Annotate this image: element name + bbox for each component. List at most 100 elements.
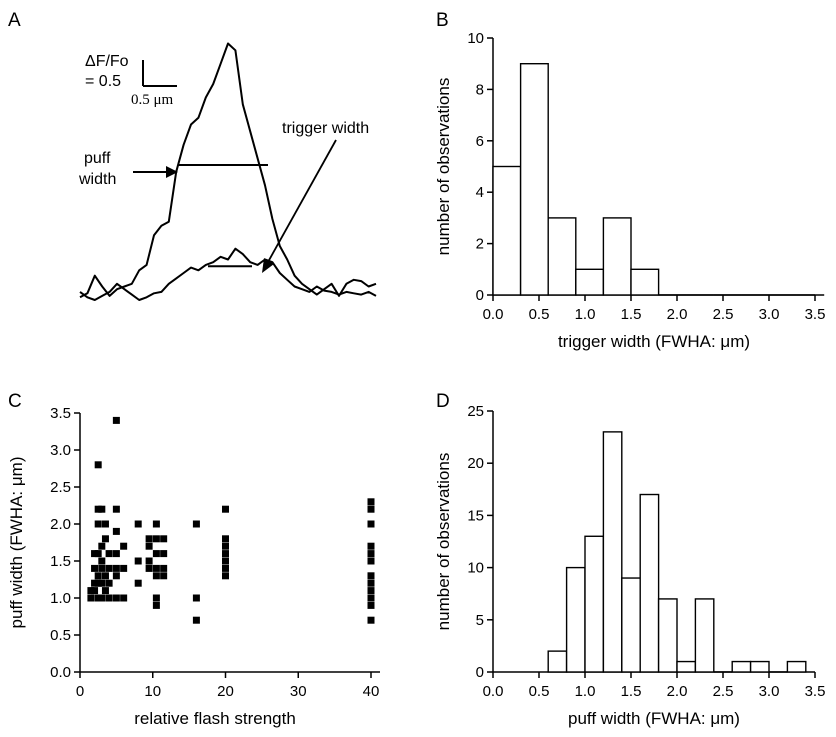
scatter-point [145, 535, 153, 543]
histogram-bar [575, 268, 605, 296]
scatter-point [134, 520, 142, 528]
x-tick-label: 0.5 [529, 306, 550, 323]
scatter-point [160, 564, 168, 572]
histogram-bar [657, 598, 678, 673]
x-tick-label: 2.0 [667, 683, 688, 700]
y-axis-label: number of observations [434, 78, 453, 256]
scatter-point [160, 550, 168, 558]
scatter-point [98, 557, 106, 565]
scatter-point [94, 594, 102, 602]
scatter-point [112, 594, 120, 602]
scatter-point [120, 594, 128, 602]
puff-label-line1: puff [84, 150, 111, 167]
y-tick-label: 4 [476, 184, 484, 201]
scatter-point [152, 594, 160, 602]
scatter-point [105, 594, 113, 602]
x-tick-label: 2.5 [713, 683, 734, 700]
trigger-label: trigger width [282, 120, 369, 137]
scatter-point [98, 564, 106, 572]
scatter-point [367, 601, 375, 609]
panel-label-a: A [8, 10, 21, 31]
scatter-point [98, 505, 106, 513]
scatter-point [367, 505, 375, 513]
histogram-bar [547, 650, 568, 673]
scatter-point [367, 616, 375, 624]
scatter-point [112, 505, 120, 513]
y-tick-label: 10 [467, 560, 484, 577]
y-tick-label: 1.0 [50, 590, 71, 607]
histogram-bar [602, 431, 623, 673]
y-tick-label: 2.0 [50, 516, 71, 533]
scatter-point [87, 587, 95, 595]
scatter-point [94, 520, 102, 528]
scatter-point [367, 542, 375, 550]
x-tick-label: 0.5 [529, 683, 550, 700]
x-tick-label: 3.5 [805, 306, 826, 323]
scatter-point [367, 572, 375, 580]
histogram-bar [492, 165, 522, 296]
x-tick-label: 30 [290, 683, 307, 700]
scatter-point [91, 579, 99, 587]
scatter-point [91, 550, 99, 558]
y-axis-label: number of observations [434, 453, 453, 631]
histogram-bar [786, 660, 807, 673]
scatter-point [367, 587, 375, 595]
scatter-point [94, 461, 102, 469]
scatter-point [101, 520, 109, 528]
x-tick-label: 0.0 [483, 683, 504, 700]
scatter-point [152, 550, 160, 558]
x-tick-label: 3.0 [759, 306, 780, 323]
scatter-point [160, 572, 168, 580]
scatter-point [134, 579, 142, 587]
scatter-point [98, 579, 106, 587]
scatter-point [145, 542, 153, 550]
scatter-point [94, 579, 102, 587]
x-tick-label: 3.0 [759, 683, 780, 700]
x-tick-label: 1.0 [575, 683, 596, 700]
scatter-point [222, 564, 229, 572]
x-tick-label: 0 [76, 683, 84, 700]
x-tick-label: 10 [144, 683, 161, 700]
y-tick-label: 2 [476, 236, 484, 253]
y-tick-label: 15 [467, 507, 484, 524]
scale-bar-y-value: = 0.5 [85, 73, 121, 90]
histogram-bar [519, 63, 549, 296]
y-tick-label: 0 [476, 287, 484, 304]
scatter-point [91, 587, 99, 595]
scatter-point [134, 557, 142, 565]
scale-bar-y-label: ΔF/Fo [85, 53, 129, 70]
scatter-point [105, 564, 113, 572]
scatter-point [192, 616, 200, 624]
scatter-point [222, 505, 229, 513]
y-tick-label: 3.5 [50, 405, 71, 422]
y-tick-label: 8 [476, 81, 484, 98]
scatter-point [98, 542, 106, 550]
histogram-bar [565, 566, 586, 673]
histogram-bar [731, 660, 752, 673]
y-tick-label: 25 [467, 403, 484, 420]
scatter-point [367, 579, 375, 587]
scatter-point [152, 520, 160, 528]
y-axis-label: puff width (FWHA: μm) [7, 457, 26, 629]
scatter-point [145, 557, 153, 565]
y-tick-label: 10 [467, 30, 484, 47]
x-tick-label: 2.5 [713, 306, 734, 323]
x-tick-label: 3.5 [805, 683, 826, 700]
scatter-point [101, 587, 109, 595]
panel-label-c: C [8, 391, 22, 412]
x-axis-label: puff width (FWHA: μm) [568, 709, 740, 728]
scatter-point [367, 520, 375, 528]
y-tick-label: 1.5 [50, 553, 71, 570]
scatter-point [120, 564, 128, 572]
scatter-point [120, 542, 128, 550]
histogram-bar [749, 660, 770, 673]
histogram-bar [621, 577, 641, 673]
y-tick-label: 5 [476, 612, 484, 629]
scatter-point [105, 579, 113, 587]
scatter-point [105, 550, 113, 558]
scatter-point [112, 527, 120, 535]
y-tick-label: 6 [476, 133, 484, 150]
y-tick-label: 0.0 [50, 664, 71, 681]
y-tick-label: 0 [476, 664, 484, 681]
scatter-point [91, 564, 99, 572]
